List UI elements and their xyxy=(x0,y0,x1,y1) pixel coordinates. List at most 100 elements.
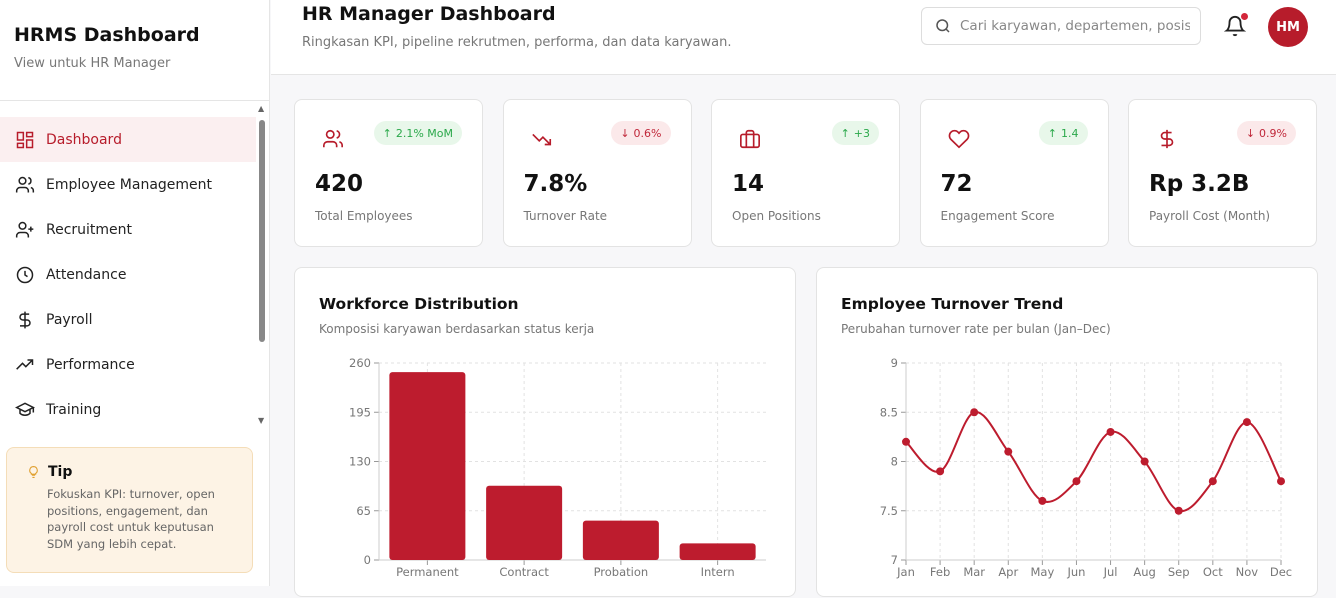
users-icon xyxy=(323,129,343,148)
y-tick-label: 260 xyxy=(349,356,371,370)
data-point xyxy=(1004,447,1013,456)
x-tick-label: Nov xyxy=(1236,565,1259,579)
tip-box: Tip Fokuskan KPI: turnover, open positio… xyxy=(6,447,253,573)
sidebar-item-employee-management[interactable]: Employee Management xyxy=(0,162,256,207)
page-subtitle: Ringkasan KPI, pipeline rekrutmen, perfo… xyxy=(302,35,732,50)
heart-icon xyxy=(948,129,969,149)
kpi-card: ↑ 2.1% MoM 420 Total Employees xyxy=(294,99,483,247)
y-tick-label: 65 xyxy=(356,504,371,518)
y-tick-label: 130 xyxy=(349,455,371,469)
sidebar-item-label: Attendance xyxy=(46,266,127,283)
series-line xyxy=(905,411,1282,513)
search-box[interactable] xyxy=(921,7,1201,45)
sidebar-item-label: Dashboard xyxy=(46,131,122,148)
kpi-label: Turnover Rate xyxy=(523,209,608,223)
x-tick-label: Contract xyxy=(499,565,549,579)
sidebar-item-attendance[interactable]: Attendance xyxy=(0,252,256,297)
bar xyxy=(486,485,563,560)
kpi-value: 7.8% xyxy=(523,171,588,197)
line-chart: 7 7.5 8 8.5 9 Jan Feb Mar Apr May Jun Jul Aug Sep Oct N… xyxy=(880,356,1292,579)
data-point xyxy=(936,467,945,476)
x-tick-label: May xyxy=(1030,565,1054,579)
arrow-up-icon: ↑ xyxy=(1047,126,1057,140)
top-header: HR Manager Dashboard Ringkasan KPI, pipe… xyxy=(271,0,1336,75)
data-point xyxy=(902,437,910,446)
brand: HRMS Dashboard View untuk HR Manager xyxy=(0,0,269,101)
app-title: HRMS Dashboard xyxy=(14,24,200,46)
x-tick-label: Mar xyxy=(963,565,985,579)
y-tick-label: 8 xyxy=(891,455,898,469)
x-tick-label: Aug xyxy=(1133,565,1155,579)
kpi-card: ↑ 1.4 72 Engagement Score xyxy=(919,99,1109,247)
sidebar-item-dashboard[interactable]: Dashboard xyxy=(0,117,256,162)
data-point xyxy=(1174,506,1183,515)
x-tick-label: Sep xyxy=(1168,565,1190,579)
chart-subtitle: Perubahan turnover rate per bulan (Jan–D… xyxy=(841,322,1111,336)
y-tick-label: 9 xyxy=(891,356,898,370)
search-icon xyxy=(936,19,950,33)
x-tick-label: Probation xyxy=(594,565,649,579)
tip-title: Tip xyxy=(48,464,73,480)
arrow-up-icon: ↑ xyxy=(840,126,850,140)
sidebar-item-label: Training xyxy=(46,401,102,418)
arrow-up-icon: ↑ xyxy=(382,126,392,140)
trend-badge: ↑ +3 xyxy=(831,121,879,145)
y-tick-label: 8.5 xyxy=(880,405,898,419)
x-tick-label: Oct xyxy=(1203,565,1223,579)
sidebar-nav: Dashboard Employee Management Recruitmen… xyxy=(0,117,256,432)
data-point xyxy=(1106,427,1115,436)
data-point xyxy=(1072,477,1081,486)
kpi-card: ↓ 0.9% Rp 3.2B Payroll Cost (Month) xyxy=(1128,99,1317,247)
search-input[interactable] xyxy=(960,18,1190,34)
scroll-down-arrow[interactable]: ▼ xyxy=(258,416,265,425)
avatar[interactable]: HM xyxy=(1268,7,1308,47)
kpi-value: 72 xyxy=(940,171,973,197)
users-icon xyxy=(15,176,35,192)
trend-badge: ↓ 0.9% xyxy=(1236,121,1296,145)
x-tick-label: Dec xyxy=(1270,565,1292,579)
briefcase-icon xyxy=(740,129,760,149)
trend-badge: ↑ 1.4 xyxy=(1038,121,1088,145)
kpi-label: Payroll Cost (Month) xyxy=(1149,209,1271,223)
sidebar-item-recruitment[interactable]: Recruitment xyxy=(0,207,256,252)
data-point xyxy=(1038,496,1047,505)
dollar-icon xyxy=(1160,129,1174,149)
user-plus-icon xyxy=(15,221,34,237)
page-title: HR Manager Dashboard xyxy=(302,3,556,25)
data-point xyxy=(1208,477,1217,486)
data-point xyxy=(1277,477,1285,486)
sidebar-item-performance[interactable]: Performance xyxy=(0,342,256,387)
bar-chart: 0 65 130 195 260 Permanent Contract Probation In… xyxy=(349,356,766,579)
scrollbar-thumb[interactable] xyxy=(259,120,265,342)
sidebar-item-label: Employee Management xyxy=(46,176,213,193)
kpi-card: ↑ +3 14 Open Positions xyxy=(711,99,900,247)
x-tick-label: Intern xyxy=(701,565,735,579)
workforce-distribution-card: Workforce Distribution Komposisi karyawa… xyxy=(294,267,796,597)
kpi-label: Open Positions xyxy=(732,209,821,223)
kpi-value: 420 xyxy=(315,171,364,197)
scroll-up-arrow[interactable]: ▲ xyxy=(258,104,265,113)
kpi-label: Total Employees xyxy=(315,209,413,223)
sidebar-item-label: Performance xyxy=(46,356,135,373)
x-tick-label: Jan xyxy=(896,565,915,579)
sidebar-item-label: Payroll xyxy=(46,311,93,328)
sidebar-item-payroll[interactable]: Payroll xyxy=(0,297,256,342)
sidebar-item-training[interactable]: Training xyxy=(0,387,256,432)
data-point xyxy=(1242,418,1251,427)
bar xyxy=(389,372,466,560)
graduation-cap-icon xyxy=(15,401,35,416)
x-tick-label: Apr xyxy=(998,565,1018,579)
chart-title: Workforce Distribution xyxy=(319,295,519,313)
clock-icon xyxy=(16,266,34,283)
sidebar-scrollbar[interactable]: ▲ ▼ xyxy=(257,104,267,432)
notification-dot xyxy=(1241,13,1248,20)
y-tick-label: 7 xyxy=(891,553,898,567)
kpi-label: Engagement Score xyxy=(940,209,1055,223)
data-point xyxy=(970,408,979,417)
kpi-card: ↓ 0.6% 7.8% Turnover Rate xyxy=(502,99,692,247)
chart-title: Employee Turnover Trend xyxy=(841,295,1064,313)
trending-down-icon xyxy=(531,133,551,146)
notifications-button[interactable] xyxy=(1223,13,1248,39)
x-tick-label: Permanent xyxy=(396,565,459,579)
y-tick-label: 0 xyxy=(364,553,371,567)
